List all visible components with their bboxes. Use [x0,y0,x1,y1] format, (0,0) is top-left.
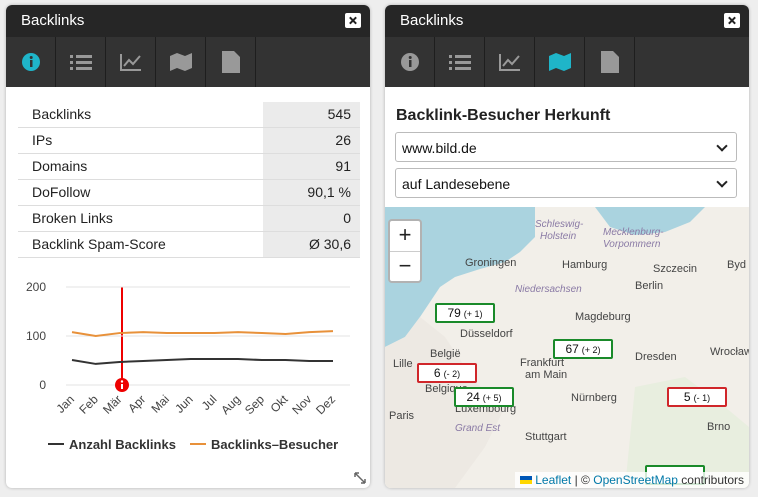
panel-header: Backlinks [385,5,749,37]
info-tab[interactable] [6,37,56,87]
chart-tab[interactable] [485,37,535,87]
csv-tab[interactable] [206,37,256,87]
map-label: Paris [389,410,415,422]
map-heading: Backlink-Besucher Herkunft [396,107,611,124]
map-label: Wrocław [710,346,749,358]
map-label: Vorpommern [603,239,661,250]
list-tab[interactable] [56,37,106,87]
info-tab[interactable] [385,37,435,87]
attribution-sep: | © [574,473,590,487]
marker-value: 6 [433,366,441,380]
attribution-text: contributors [681,473,744,487]
marker-change: (+ 1) [463,309,483,319]
map-label: Niedersachsen [515,284,582,295]
row-value: Ø 30,6 [263,232,360,257]
row-label: IPs [32,132,53,148]
right-panel: Backlinks Backlink-Besucher Herkunft www… [385,5,749,488]
map-label: Schleswig- [535,219,584,230]
marker-change: (+ 2) [581,345,601,355]
map-marker[interactable]: 5 (- 1) [667,387,727,407]
map-marker[interactable]: 24 (+ 5) [454,387,514,407]
marker-value: 5 [683,390,691,404]
map-label: Byd [727,259,746,271]
map-label: Frankfurt [520,357,565,369]
zoom-control: + − [388,219,422,283]
map-label: Brno [707,421,731,433]
zoom-in[interactable]: + [390,221,420,252]
row-value: 26 [263,128,360,153]
attribution: Leaflet | © OpenStreetMap contributors [514,472,749,488]
map-label: Szczecin [653,263,698,275]
map-label: Lille [393,358,413,370]
list-tab[interactable] [435,37,485,87]
row-label: Domains [32,158,88,174]
zoom-out[interactable]: − [398,253,412,278]
panel-title: Backlinks [400,12,464,29]
row-value: 90,1 % [263,180,360,205]
map-label: Nürnberg [571,392,617,404]
panel-title: Backlinks [21,12,85,29]
map-tab[interactable] [535,37,585,87]
marker-change: (+ 5) [482,393,502,403]
close-button[interactable] [345,13,361,28]
panel-header: Backlinks [6,5,370,37]
map-label: Magdeburg [575,311,631,323]
map-label: Grand Est [455,423,501,434]
leaflet-link[interactable]: Leaflet [535,473,572,487]
table-row: Domains 91 [18,154,360,180]
marker-value: 79 [447,306,461,320]
table-row: IPs 26 [18,128,360,154]
close-button[interactable] [724,13,740,28]
map-marker[interactable]: 67 (+ 2) [553,339,613,359]
table-row: DoFollow 90,1 % [18,180,360,206]
map-label: Hamburg [562,259,608,271]
level-select[interactable]: auf Landesebene [395,168,737,198]
row-label: DoFollow [32,184,91,200]
chart-tab[interactable] [106,37,156,87]
marker-change: (- 1) [693,393,711,403]
map-tab[interactable] [156,37,206,87]
row-value: 0 [263,206,360,231]
row-label: Broken Links [32,210,113,226]
map-label: am Main [525,369,568,381]
row-value: 91 [263,154,360,179]
osm-link[interactable]: OpenStreetMap [593,473,678,487]
map-label: Stuttgart [525,431,567,443]
site-select[interactable]: www.bild.de [395,132,737,162]
marker-value: 24 [466,390,480,404]
map-label: Holstein [540,231,577,242]
toolbar [6,37,370,87]
table-row: Backlink Spam-Score Ø 30,6 [18,232,360,258]
resize-handle[interactable] [354,472,366,484]
row-label: Backlinks [32,106,92,122]
left-panel: Backlinks Backlinks 545 IPs 26 Domains 91 DoFo… [6,5,370,488]
map-label: Mecklenburg- [603,227,664,238]
csv-tab[interactable] [585,37,635,87]
toolbar [385,37,749,87]
map-marker[interactable]: 6 (- 2) [417,363,477,383]
marker-value: 67 [565,342,579,356]
marker-change: (- 2) [443,369,461,379]
map-label: Düsseldorf [460,328,513,340]
map-label: Berlin [635,280,664,292]
map-label: Dresden [635,351,677,363]
table-row: Backlinks 545 [18,102,360,128]
map-label: Groningen [465,257,517,269]
row-label: Backlink Spam-Score [32,236,166,252]
table-row: Broken Links 0 [18,206,360,232]
row-value: 545 [263,102,360,127]
map-marker[interactable]: 79 (+ 1) [435,303,495,323]
map-label: België [430,348,461,360]
flag-icon [519,476,532,484]
map: Schleswig- Holstein Mecklenburg- Vorpomm… [385,207,749,488]
